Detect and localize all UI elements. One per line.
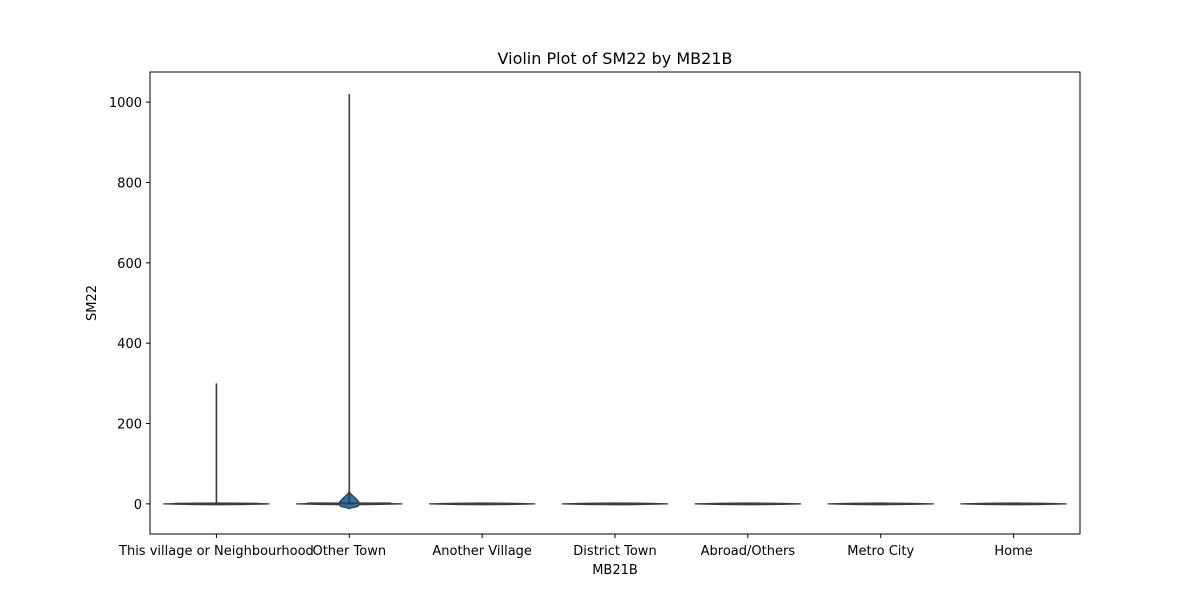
x-tick-label: Another Village (432, 544, 532, 559)
chart-title: Violin Plot of SM22 by MB21B (498, 49, 733, 68)
y-axis-label: SM22 (85, 285, 100, 321)
x-tick-label: This village or Neighbourhood (118, 544, 314, 559)
x-tick-label: Other Town (312, 544, 386, 559)
x-tick-label: Metro City (847, 544, 914, 559)
y-axis: 0 200 400 600 800 1000 (109, 96, 150, 513)
violin (960, 502, 1067, 506)
plot-frame (149, 71, 1081, 535)
violin (694, 502, 802, 506)
y-tick-label: 600 (117, 257, 142, 272)
violin (163, 383, 270, 506)
violin (296, 94, 403, 510)
violins-layer (163, 94, 1067, 510)
x-axis-label: MB21B (592, 563, 638, 578)
y-tick-label: 400 (117, 337, 142, 352)
violin (561, 502, 669, 506)
y-tick-label: 0 (134, 498, 142, 513)
violin (827, 502, 934, 506)
violin (428, 502, 536, 506)
x-tick-label: District Town (573, 544, 656, 559)
x-tick-label: Abroad/Others (701, 544, 796, 559)
y-tick-label: 1000 (109, 96, 142, 111)
x-tick-label: Home (994, 544, 1032, 559)
y-tick-label: 800 (117, 176, 142, 191)
y-tick-label: 200 (117, 418, 142, 433)
